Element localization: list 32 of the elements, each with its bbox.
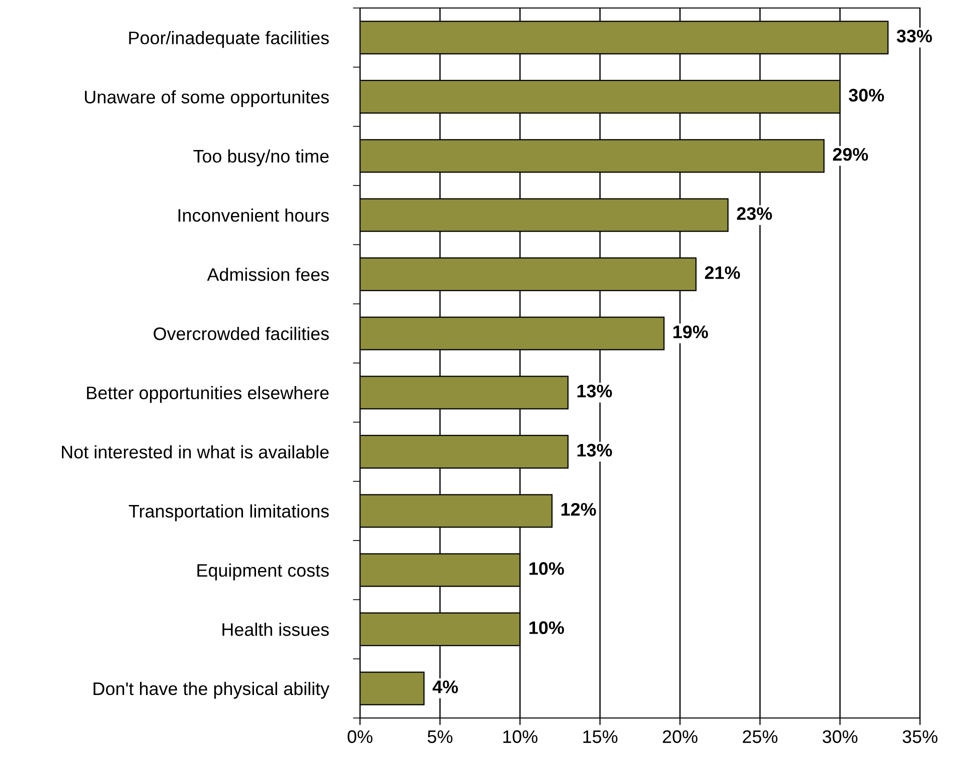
data-label: 33%: [896, 30, 932, 42]
data-label: 19%: [673, 325, 708, 338]
data-label: 12%: [561, 502, 596, 516]
y-tick-label: Too busy/no time: [193, 149, 329, 166]
x-tick-label: 20%: [662, 730, 698, 744]
data-label: 13%: [577, 444, 612, 457]
y-tick-label: Transportation limitations: [128, 504, 329, 522]
x-tick-label: 35%: [902, 730, 938, 744]
y-tick-label: Health issues: [222, 622, 329, 636]
x-tick-label: 0%: [348, 730, 372, 744]
data-label: 21%: [704, 266, 740, 280]
y-tick-label: Admission fees: [207, 268, 329, 281]
data-label: 30%: [848, 88, 884, 102]
x-tick-label: 15%: [583, 730, 618, 744]
x-tick-label: 10%: [503, 730, 538, 744]
y-tick-label: Inconvenient hours: [178, 208, 329, 222]
data-label: 4%: [432, 680, 458, 694]
data-label: 13%: [577, 384, 612, 398]
data-label: 10%: [529, 621, 564, 634]
y-tick-label: Don't have the physical ability: [94, 682, 330, 699]
x-tick-label: 25%: [742, 730, 778, 744]
y-tick-label: Better opportunities elsewhere: [87, 386, 329, 403]
y-tick-label: Poor/inadequate facilities: [129, 31, 329, 48]
data-label: 23%: [736, 207, 772, 220]
y-tick-label: Equipment costs: [197, 564, 329, 580]
y-tick-label: Not interested in what is available: [62, 445, 329, 458]
x-tick-label: 30%: [822, 730, 858, 744]
data-label: 10%: [529, 562, 564, 575]
x-tick-label: 5%: [428, 730, 452, 744]
y-tick-label: Overcrowded facilities: [154, 326, 329, 340]
y-tick-label: Unaware of some opportunites: [84, 90, 329, 108]
data-label: 29%: [832, 148, 868, 161]
